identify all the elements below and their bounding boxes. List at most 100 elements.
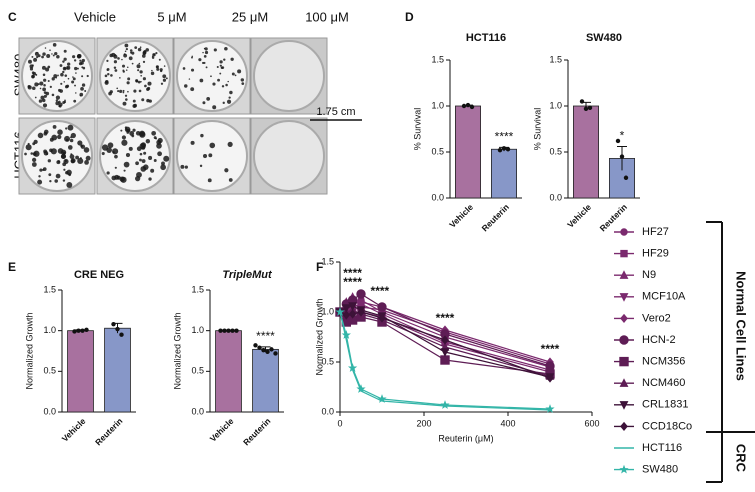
- colony: [31, 71, 35, 75]
- colony: [85, 155, 91, 161]
- colony: [66, 67, 69, 70]
- legend-marker: [619, 293, 629, 302]
- y-axis-label: Normalized Growth: [172, 312, 182, 389]
- colony: [141, 159, 146, 163]
- y-tick-label: 1.5: [431, 54, 444, 64]
- colony: [135, 175, 141, 182]
- colony: [63, 49, 67, 53]
- colony: [122, 69, 125, 72]
- colony: [147, 86, 151, 91]
- column-header: 25 μM: [232, 9, 268, 24]
- x-tick-label: 400: [500, 418, 515, 428]
- well: [253, 40, 325, 112]
- colony: [28, 59, 32, 64]
- colony: [106, 59, 109, 62]
- colony: [127, 90, 129, 93]
- marker: [377, 302, 387, 312]
- marker: [377, 394, 387, 403]
- x-tick-label: Vehicle: [565, 202, 593, 230]
- marker: [357, 297, 365, 307]
- colony: [49, 85, 52, 88]
- colony: [74, 84, 76, 87]
- marker: [348, 309, 357, 319]
- colony: [143, 50, 147, 54]
- colony: [38, 175, 41, 178]
- colony: [217, 78, 220, 82]
- legend-marker: [619, 464, 629, 474]
- colony: [184, 165, 188, 169]
- colony: [135, 79, 139, 83]
- colony: [123, 169, 126, 172]
- colony: [199, 78, 204, 83]
- marker: [441, 335, 449, 345]
- legend-label: HF27: [642, 226, 669, 238]
- legend-label: MCF10A: [642, 291, 686, 303]
- significance: ****: [495, 130, 514, 144]
- colony: [227, 141, 233, 147]
- colony: [74, 66, 78, 71]
- colony: [84, 160, 89, 165]
- colony: [79, 92, 84, 97]
- legend-marker: [620, 421, 628, 431]
- colony: [63, 57, 67, 61]
- colony: [63, 81, 65, 83]
- colony: [121, 135, 127, 140]
- legend-label: CRL1831: [642, 399, 688, 411]
- data-point: [501, 146, 507, 151]
- legend-marker: [619, 378, 629, 387]
- colony: [212, 82, 216, 86]
- colony: [119, 77, 121, 79]
- colony: [113, 66, 117, 69]
- legend-marker: [620, 313, 628, 323]
- colony: [57, 134, 62, 140]
- colony: [111, 175, 117, 181]
- colony: [42, 168, 45, 171]
- colony: [106, 171, 110, 175]
- colony: [202, 154, 208, 159]
- colony: [203, 55, 207, 58]
- colony: [228, 96, 231, 99]
- y-tick-label: 1.5: [549, 54, 562, 64]
- colony: [148, 155, 153, 160]
- significance: ****: [371, 284, 390, 298]
- colony: [143, 164, 149, 170]
- colony: [182, 67, 186, 70]
- colony: [124, 43, 129, 48]
- bar: [67, 330, 94, 413]
- colony: [150, 71, 155, 76]
- colony: [190, 140, 195, 145]
- colony: [138, 89, 142, 93]
- colony: [34, 82, 39, 87]
- colony: [65, 138, 69, 142]
- well: [21, 120, 93, 192]
- significance: ****: [541, 342, 560, 356]
- colony: [160, 164, 166, 171]
- colony: [47, 79, 50, 83]
- colony: [111, 52, 116, 57]
- colony: [107, 142, 114, 149]
- bar: [104, 327, 131, 413]
- colony: [163, 155, 170, 162]
- colony: [42, 87, 46, 92]
- colony: [120, 129, 123, 132]
- legend-label: Vero2: [642, 312, 671, 324]
- colony: [127, 77, 131, 81]
- colony: [129, 49, 133, 52]
- colony: [27, 142, 30, 145]
- well: [253, 120, 325, 192]
- colony: [123, 53, 126, 56]
- colony: [228, 178, 233, 182]
- colony: [112, 148, 119, 155]
- colony: [234, 74, 237, 77]
- colony: [117, 90, 120, 93]
- colony: [73, 59, 77, 62]
- colony: [69, 154, 75, 160]
- y-tick-label: 0.0: [191, 406, 204, 416]
- colony: [241, 82, 245, 86]
- colony: [142, 77, 146, 81]
- colony: [191, 56, 193, 59]
- colony: [240, 78, 245, 82]
- bar: [490, 148, 517, 199]
- colony: [33, 139, 38, 144]
- colony: [226, 99, 232, 104]
